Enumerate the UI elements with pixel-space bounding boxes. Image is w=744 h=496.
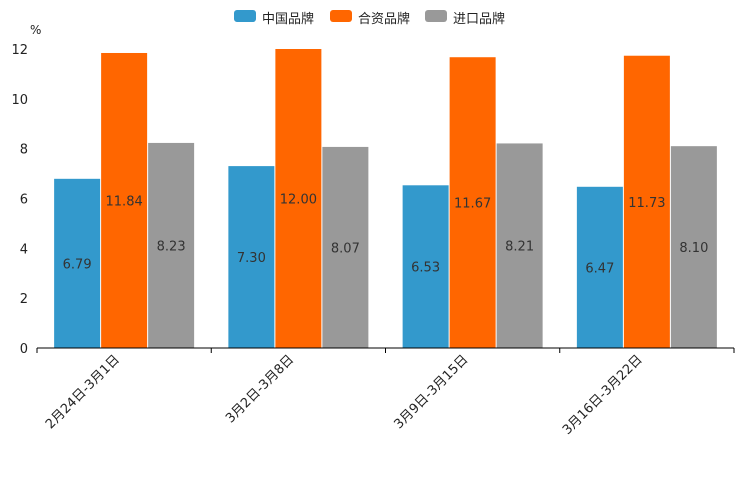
y-tick-label: 8 bbox=[20, 143, 28, 158]
bar bbox=[402, 185, 449, 348]
bar-value-label: 6.47 bbox=[585, 261, 614, 276]
bar-value-label: 6.79 bbox=[63, 257, 92, 272]
legend-swatch-china bbox=[234, 10, 256, 22]
bar-value-label: 8.07 bbox=[331, 241, 360, 256]
bar bbox=[576, 186, 623, 348]
y-tick-label: 0 bbox=[20, 342, 28, 357]
y-tick-label: 4 bbox=[20, 242, 28, 257]
bar bbox=[496, 143, 543, 348]
x-axis-ticks: 2月24日-3月1日 3月2日-3月8日 3月9日-3月15日 3月16日-3月22日 bbox=[36, 348, 735, 438]
bars bbox=[54, 49, 717, 349]
bar-value-label: 7.30 bbox=[237, 251, 266, 266]
bar bbox=[148, 142, 195, 348]
y-axis-unit: % bbox=[30, 23, 41, 37]
legend-label-china: 中国品牌 bbox=[262, 12, 315, 27]
y-tick-label: 10 bbox=[11, 93, 28, 108]
y-tick-label: 12 bbox=[11, 43, 28, 58]
legend-swatch-joint bbox=[330, 10, 352, 22]
legend-label-joint: 合资品牌 bbox=[358, 12, 411, 27]
bar-value-label: 11.73 bbox=[628, 196, 665, 211]
bar-value-label: 8.21 bbox=[505, 240, 534, 255]
bar bbox=[101, 52, 148, 349]
bar-value-label: 12.00 bbox=[280, 193, 317, 208]
bar bbox=[449, 57, 496, 348]
bar-labels: 6.79 11.84 8.23 7.30 12.00 8.07 6.53 11.67 8.21 6… bbox=[63, 193, 709, 277]
bar-value-label: 6.53 bbox=[411, 261, 440, 276]
x-tick-label: 3月9日-3月15日 bbox=[392, 352, 472, 432]
bar-value-label: 11.67 bbox=[454, 197, 491, 212]
legend-swatch-import bbox=[425, 10, 447, 22]
bar bbox=[623, 55, 670, 348]
bar-value-label: 8.10 bbox=[679, 241, 708, 256]
bar bbox=[670, 146, 717, 348]
bar-value-label: 11.84 bbox=[106, 194, 143, 209]
y-axis-ticks: 0 2 4 6 8 10 12 bbox=[11, 43, 28, 357]
bar-value-label: 8.23 bbox=[157, 239, 186, 254]
x-tick-label: 3月2日-3月8日 bbox=[223, 352, 297, 426]
bar bbox=[275, 49, 322, 348]
chart-legend: 中国品牌 合资品牌 进口品牌 bbox=[0, 6, 744, 27]
x-tick-label: 3月16日-3月22日 bbox=[560, 352, 646, 438]
legend-label-import: 进口品牌 bbox=[453, 12, 506, 27]
bar bbox=[228, 166, 275, 348]
y-tick-label: 2 bbox=[20, 292, 28, 307]
bar bbox=[54, 178, 101, 348]
bar bbox=[322, 146, 369, 348]
y-tick-label: 6 bbox=[20, 193, 28, 208]
x-tick-label: 2月24日-3月1日 bbox=[43, 352, 123, 432]
